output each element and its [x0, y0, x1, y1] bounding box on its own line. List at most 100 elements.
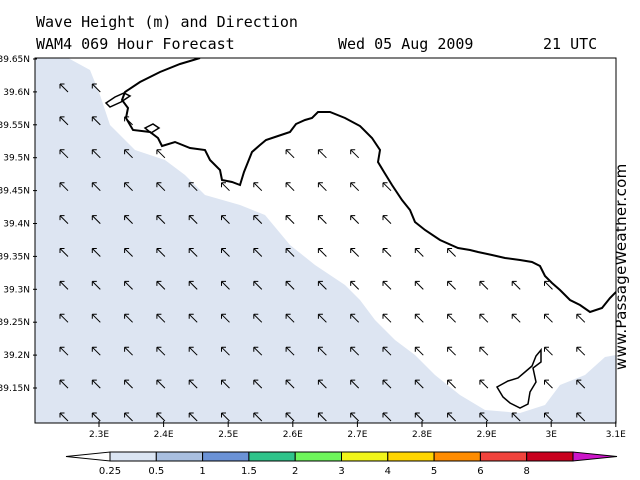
- wave-arrow: [350, 346, 360, 356]
- wave-arrowhead: [285, 215, 291, 221]
- forecast-time: 21 UTC: [543, 35, 598, 53]
- wave-arrowhead: [350, 182, 356, 188]
- lon-label: 2.4E: [154, 430, 174, 440]
- wave-arrow: [350, 248, 360, 257]
- wave-arrowhead: [91, 346, 97, 352]
- wave-arrow: [318, 248, 327, 257]
- wave-arrowhead: [576, 313, 582, 319]
- wave-arrowhead: [91, 313, 97, 319]
- wave-arrow: [285, 281, 295, 290]
- wave-arrow: [59, 313, 69, 323]
- map-frame: [34, 57, 617, 424]
- map-title: Wave Height (m) and Direction: [36, 13, 298, 31]
- island-shape: [104, 92, 132, 108]
- wave-arrowhead: [447, 379, 453, 385]
- colorbar-segment: [526, 451, 574, 462]
- island-shape: [143, 123, 161, 134]
- wave-arrow: [221, 182, 230, 192]
- wave-arrowhead: [156, 182, 162, 188]
- wave-arrow: [285, 412, 295, 422]
- wave-arrowhead: [91, 149, 97, 155]
- wave-arrow: [91, 149, 101, 159]
- wave-arrow: [91, 248, 101, 257]
- lat-label: 39.25N: [0, 318, 30, 328]
- wave-arrowhead: [414, 280, 420, 286]
- wave-arrow: [382, 215, 392, 224]
- wave-arrowhead: [544, 313, 549, 319]
- wave-arrow: [350, 149, 360, 159]
- wave-arrowhead: [544, 280, 549, 286]
- wave-arrow: [124, 116, 133, 126]
- wave-arrowhead: [221, 379, 226, 385]
- wave-arrow: [91, 83, 101, 93]
- wave-arrow: [188, 215, 198, 224]
- wave-arrowhead: [447, 280, 453, 286]
- wave-arrowhead: [479, 412, 485, 418]
- lat-label: 39.3N: [3, 285, 30, 295]
- wave-arrow: [382, 248, 392, 257]
- wave-arrow: [382, 346, 392, 356]
- wave-arrow: [414, 379, 424, 389]
- colorbar-label: 2: [292, 466, 298, 477]
- wave-arrowhead: [317, 215, 323, 221]
- wave-arrowhead: [317, 412, 323, 418]
- lon-label: 2.3E: [89, 430, 109, 440]
- wave-arrowhead: [382, 379, 388, 385]
- wave-arrow: [91, 281, 101, 290]
- wave-arrowhead: [544, 379, 549, 385]
- wave-arrow: [253, 248, 263, 257]
- wave-arrowhead: [253, 280, 259, 286]
- wave-arrow: [59, 182, 69, 192]
- wave-arrow: [253, 182, 263, 192]
- wave-arrow: [156, 379, 166, 389]
- wave-arrow: [576, 346, 586, 356]
- wave-arrow: [447, 281, 456, 290]
- wave-arrowhead: [317, 313, 323, 319]
- wave-arrow: [59, 412, 69, 422]
- wave-arrow: [253, 379, 263, 389]
- wave-arrowhead: [285, 248, 291, 253]
- colorbar-segment: [341, 451, 389, 462]
- calm-water-region: [68, 58, 616, 413]
- wave-arrow: [91, 346, 101, 356]
- wave-arrowhead: [350, 248, 356, 253]
- wave-arrowhead: [59, 83, 65, 89]
- wave-arrow: [156, 182, 166, 192]
- lat-label: 39.35N: [0, 252, 30, 262]
- wave-arrow: [188, 313, 198, 323]
- wave-arrow: [253, 346, 263, 356]
- colorbar-label: 3: [338, 466, 344, 477]
- wave-arrow: [447, 379, 456, 389]
- wave-arrow: [350, 215, 360, 224]
- wave-height-colorbar: 0.25 0.5 1 1.5 2 3 4 5 6 8: [65, 451, 618, 477]
- wave-arrowhead: [447, 248, 453, 253]
- wave-arrowhead: [188, 313, 194, 319]
- wave-arrowhead: [317, 346, 323, 352]
- wave-arrowhead: [156, 379, 162, 385]
- wave-arrow: [188, 379, 198, 389]
- wave-arrowhead: [285, 346, 291, 352]
- wave-arrowhead: [382, 412, 388, 418]
- wave-arrowhead: [414, 379, 420, 385]
- wave-arrowhead: [124, 280, 130, 286]
- wave-arrowhead: [91, 116, 97, 122]
- wave-arrow: [447, 412, 456, 422]
- wave-arrow: [156, 412, 166, 422]
- wave-arrowhead: [188, 215, 194, 221]
- wave-arrowhead: [221, 346, 226, 352]
- wave-arrow: [350, 281, 360, 290]
- wave-arrow: [124, 379, 133, 389]
- wave-arrowhead: [156, 412, 162, 418]
- wave-arrow: [188, 281, 198, 290]
- wave-arrowhead: [91, 83, 97, 89]
- wave-arrow: [350, 313, 360, 323]
- colorbar-label: 5: [431, 466, 437, 477]
- wave-arrow: [382, 379, 392, 389]
- wave-arrowhead: [59, 346, 65, 352]
- wave-arrowhead: [221, 313, 226, 319]
- wave-arrow: [188, 182, 198, 192]
- wave-arrow: [59, 248, 69, 257]
- wave-arrowhead: [285, 182, 291, 188]
- wave-arrowhead: [576, 412, 582, 418]
